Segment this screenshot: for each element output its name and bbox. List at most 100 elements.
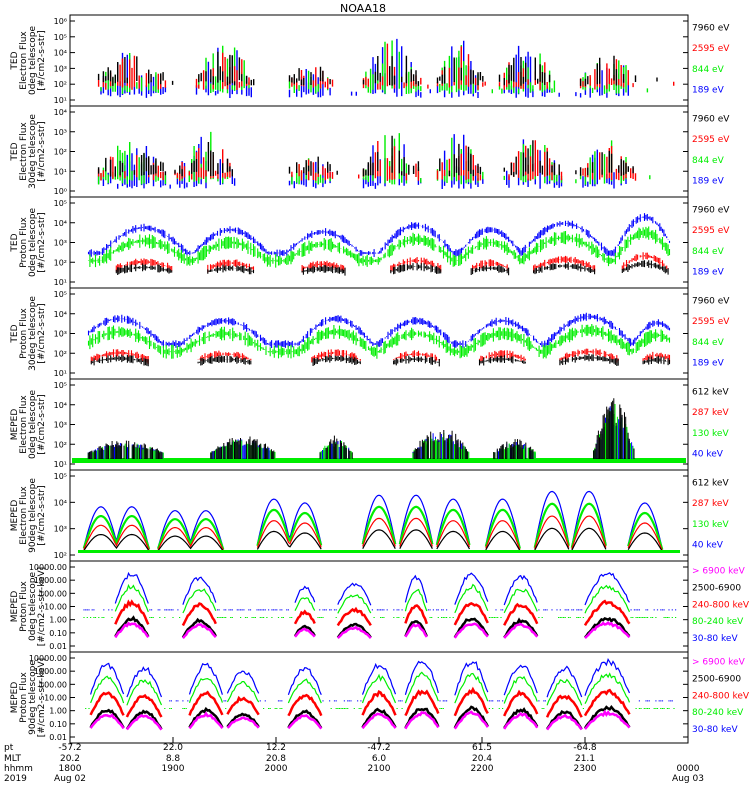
x-tick-label: 61.5 <box>472 743 492 753</box>
y-axis-label-line: MEPED <box>10 500 20 532</box>
y-tick-label: 100.00 <box>39 589 67 598</box>
panel-7: MEPED Proton Flux 0deg telescope [#/cm2-s-s… <box>10 560 750 653</box>
x-tick-label: 1900 <box>162 764 185 774</box>
y-tick-label: 10⁵ <box>54 199 67 208</box>
y-tick-label: 0.01 <box>49 642 67 651</box>
panel-4: TED Proton Flux 30deg telescope [#/cm2-s-st… <box>10 287 730 380</box>
y-axis-label-line: 90deg telescope <box>28 660 38 735</box>
legend-entry: 844 eV <box>692 338 725 348</box>
y-tick-label: 10⁵ <box>54 472 67 481</box>
y-tick-label: 1.00 <box>49 616 67 625</box>
data-series <box>97 131 651 189</box>
y-tick-label: 10³ <box>54 128 67 137</box>
series-proton <box>114 599 631 627</box>
series-bursts <box>87 398 635 459</box>
y-tick-label: 1000.00 <box>34 576 67 585</box>
series-dense <box>87 226 671 268</box>
series-proton <box>83 583 677 618</box>
data-series <box>87 213 671 276</box>
legend-entry: 30-80 keV <box>692 725 738 735</box>
y-tick-label: 0.10 <box>49 629 67 638</box>
legend-entry: 7960 eV <box>692 24 730 34</box>
series-dense <box>115 260 669 276</box>
x-tick-label: 2100 <box>368 764 391 774</box>
series-dense <box>87 312 671 348</box>
x-tick-label: 20.2 <box>60 754 80 764</box>
y-tick-label: 10² <box>54 349 67 358</box>
y-tick-label: 10000.00 <box>29 654 67 663</box>
series-dense <box>87 213 671 257</box>
series-proton <box>114 621 631 640</box>
panel-6: MEPED Electron Flux 90deg telescope [#/cm2-… <box>10 469 729 562</box>
series-floor <box>78 550 680 553</box>
series-floor <box>72 458 686 463</box>
y-tick-label: 10⁴ <box>54 310 67 319</box>
y-tick-label: 10.00 <box>44 603 67 612</box>
y-tick-label: 10² <box>54 440 67 449</box>
y-tick-label: 10⁶ <box>54 17 67 26</box>
legend-entry: 240-800 keV <box>692 600 750 610</box>
y-tick-label: 1.00 <box>49 707 67 716</box>
legend-entry: 7960 eV <box>692 206 730 216</box>
x-tick-label: Aug 02 <box>54 774 86 784</box>
series-ticks <box>97 135 634 177</box>
x-tick-label: 6.0 <box>372 754 387 764</box>
y-axis-label-line: TED <box>10 324 20 343</box>
y-tick-label: 10¹ <box>54 369 67 378</box>
series-dense <box>90 354 671 367</box>
figure-title: NOAA18 <box>340 2 386 15</box>
panel-frame <box>69 287 689 380</box>
y-tick-label: 10¹ <box>54 278 67 287</box>
legend-entry: 7960 eV <box>692 297 730 307</box>
series-humps <box>83 527 663 552</box>
panels: TED Electron Flux 0deg telescope [#/cm2-s-s… <box>10 14 750 744</box>
data-series <box>72 398 686 463</box>
legend-entry: > 6900 keV <box>692 658 746 668</box>
legend-entry: 189 eV <box>692 86 725 96</box>
y-axis-label-line: Electron Flux <box>19 395 29 454</box>
y-axis-label-line: Proton Flux <box>19 217 29 268</box>
y-axis-label-line: [#/cm2-s-str-keV] <box>37 567 47 646</box>
y-tick-label: 10¹ <box>54 167 67 176</box>
y-axis-label-line: 90deg telescope <box>28 478 38 553</box>
y-tick-label: 10¹ <box>54 96 67 105</box>
y-tick-label: 10² <box>54 80 67 89</box>
series-bursts <box>87 406 634 459</box>
y-tick-label: 10⁴ <box>54 401 67 410</box>
y-axis-label-line: Proton Flux <box>19 672 29 723</box>
x-tick-label: -47.2 <box>367 743 390 753</box>
y-axis-label-line: Electron Flux <box>19 486 29 545</box>
legend-entry: 30-80 keV <box>692 634 738 644</box>
y-axis-label-line: [#/cm2-s-str] <box>37 121 47 181</box>
y-axis-label-line: MEPED <box>10 591 20 623</box>
y-axis-label-line: TED <box>10 142 20 161</box>
y-tick-label: 10³ <box>54 525 67 534</box>
y-axis-label-line: [#/cm2-s-str] <box>37 485 47 545</box>
series-humps <box>82 502 664 550</box>
panel-2: TED Electron Flux 30deg telescope [#/cm2-s-… <box>10 105 730 198</box>
series-dense <box>90 348 671 364</box>
series-dense <box>87 324 671 359</box>
y-tick-label: 10⁵ <box>54 381 67 390</box>
y-axis-label-line: TED <box>10 51 20 70</box>
series-bursts <box>87 404 635 459</box>
y-axis-label-line: Electron Flux <box>19 122 29 181</box>
y-tick-label: 0.10 <box>49 720 67 729</box>
x-tick-label: 1800 <box>59 764 82 774</box>
y-tick-label: 10³ <box>54 330 67 339</box>
legend-entry: 7960 eV <box>692 115 730 125</box>
y-tick-label: 10⁴ <box>54 49 67 58</box>
series-proton <box>89 686 631 718</box>
legend-entry: 612 keV <box>692 479 729 489</box>
x-tick-label: 20.4 <box>472 754 492 764</box>
y-axis-label-line: TED <box>10 233 20 252</box>
x-row-label: MLT <box>4 754 22 764</box>
x-tick-label: 2000 <box>265 764 288 774</box>
y-axis-label-line: [#/cm2-s-str-keV] <box>37 658 47 737</box>
panel-8: MEPED Proton Flux 90deg telescope [#/cm2-s-… <box>10 651 750 744</box>
y-axis-label-line: Electron Flux <box>19 31 29 90</box>
x-tick-label: -57.2 <box>58 743 81 753</box>
legend-entry: 2595 eV <box>692 317 730 327</box>
